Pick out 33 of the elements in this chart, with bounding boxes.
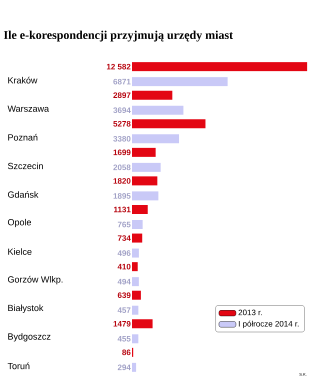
y-tick-label: Toruń [8,362,30,370]
bar [132,362,136,372]
y-tick-label: Opole [8,218,32,228]
bar [132,162,161,172]
bar [132,148,156,157]
bar [132,176,158,186]
bar [132,234,142,243]
bar [132,306,138,315]
bar [132,205,148,214]
bar [132,106,184,115]
y-tick-label: Gorzów Wlkp. [8,276,62,284]
bar [132,277,139,286]
y-tick-label: Szczecin [8,162,43,170]
bar [132,134,180,144]
bar [132,262,138,272]
bar [132,62,308,72]
bar [132,334,138,344]
chart-title: Ile e-korespondencji przyjmują urzędy miast [4,30,234,42]
bar [132,220,143,230]
y-tick-label: Bydgoszcz [8,333,50,342]
bar [132,248,139,258]
y-tick-label: Gdańsk [8,191,38,198]
y-tick-label: Poznań [8,134,38,141]
bar [132,119,206,128]
y-tick-label: Kraków [8,76,38,84]
y-tick-label: Kielce [8,248,32,255]
bar [132,191,158,200]
bar [132,90,172,100]
y-tick-label: Warszawa [8,106,50,112]
bar [132,77,228,86]
bar [132,319,153,328]
bar [132,290,141,300]
y-tick-label: Białystok [8,304,44,313]
